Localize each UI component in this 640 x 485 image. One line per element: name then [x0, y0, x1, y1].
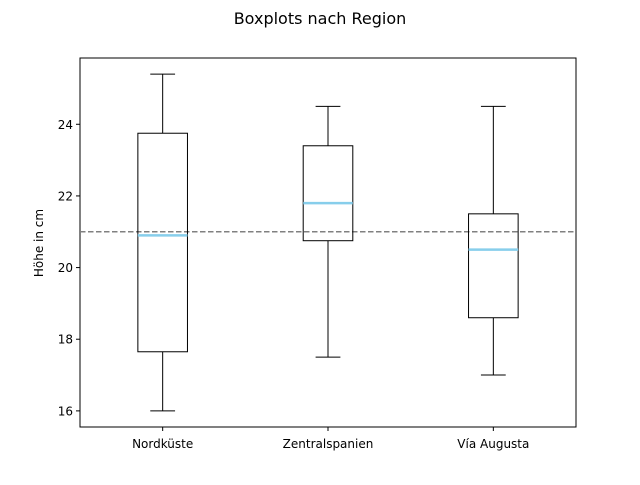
y-tick-label: 20 — [58, 261, 73, 275]
y-axis-label: Höhe in cm — [32, 209, 46, 277]
y-tick-label: 18 — [58, 333, 73, 347]
box-iqr — [137, 132, 188, 353]
box-group-3 — [468, 105, 519, 376]
x-tick-label: Zentralspanien — [283, 437, 374, 451]
y-tick-label: 16 — [58, 404, 73, 418]
y-tick-label: 22 — [58, 189, 73, 203]
box-group-1 — [137, 73, 188, 412]
chart-title: Boxplots nach Region — [234, 9, 407, 28]
box-group-2 — [302, 105, 354, 358]
box-iqr — [468, 213, 519, 319]
y-tick-label: 24 — [58, 118, 73, 132]
box-iqr — [302, 145, 354, 242]
x-tick-label: Nordküste — [132, 437, 193, 451]
x-tick-label: Vía Augusta — [457, 437, 529, 451]
